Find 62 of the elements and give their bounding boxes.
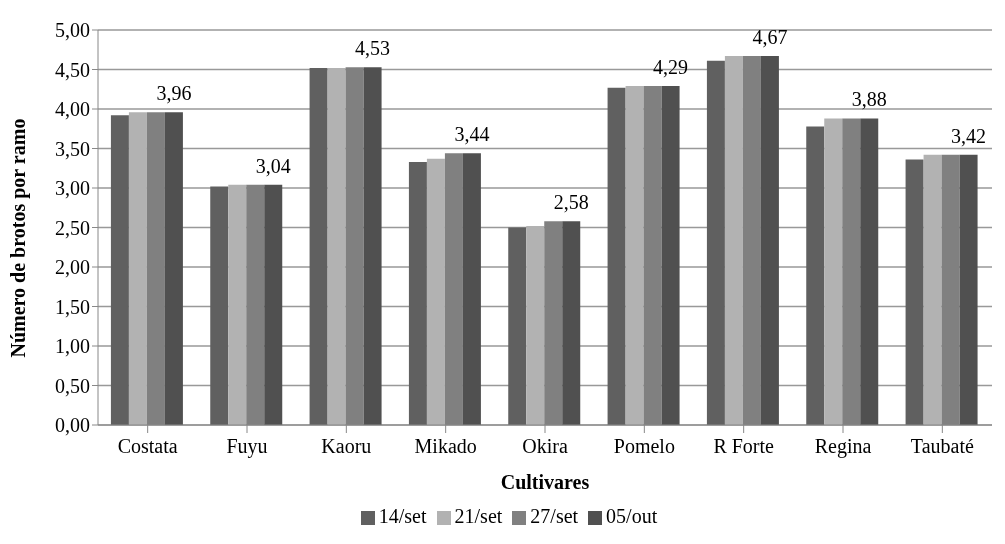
legend-label: 27/set bbox=[530, 505, 579, 527]
bar bbox=[508, 227, 527, 425]
y-tick-label: 0,50 bbox=[55, 374, 90, 397]
bar bbox=[661, 86, 680, 425]
bar bbox=[625, 86, 644, 425]
bar bbox=[824, 118, 843, 425]
x-tick-label: R Forte bbox=[713, 435, 775, 458]
bar bbox=[923, 154, 942, 425]
x-axis-title: Cultivares bbox=[500, 471, 590, 493]
y-axis-title: Número de brotos por ramo bbox=[7, 118, 31, 358]
y-tick-label: 5,00 bbox=[55, 19, 90, 42]
bar bbox=[760, 56, 779, 425]
bar bbox=[309, 67, 328, 425]
bar bbox=[706, 60, 725, 425]
y-tick-label: 2,50 bbox=[55, 216, 90, 239]
bar bbox=[526, 225, 545, 425]
legend-label: 21/set bbox=[454, 505, 503, 527]
bar bbox=[607, 87, 626, 425]
data-label: 4,67 bbox=[752, 26, 788, 49]
y-tick-label: 1,50 bbox=[55, 295, 90, 318]
bar bbox=[110, 115, 129, 425]
x-tick-label: Taubaté bbox=[910, 435, 974, 458]
bar bbox=[210, 186, 229, 425]
bar bbox=[264, 184, 283, 425]
x-tick-label: Mikado bbox=[414, 435, 477, 458]
y-tick-label: 4,50 bbox=[55, 58, 90, 81]
bar bbox=[363, 67, 382, 425]
data-label: 3,44 bbox=[454, 123, 490, 146]
x-tick-label: Fuyu bbox=[226, 435, 268, 459]
x-tick-label: Kaoru bbox=[321, 435, 372, 458]
bar bbox=[724, 56, 743, 425]
bar bbox=[462, 153, 481, 425]
x-tick-label: Regina bbox=[814, 435, 872, 459]
bar bbox=[228, 184, 247, 425]
y-tick-label: 4,00 bbox=[55, 98, 90, 121]
y-tick-label: 2,00 bbox=[55, 256, 90, 279]
bar bbox=[860, 118, 879, 425]
data-label: 2,58 bbox=[553, 191, 589, 214]
bar bbox=[327, 67, 346, 425]
bar bbox=[408, 161, 427, 425]
x-tick-label: Costata bbox=[117, 435, 178, 458]
y-tick-label: 1,00 bbox=[55, 335, 90, 358]
bar bbox=[164, 112, 183, 425]
data-label: 3,88 bbox=[851, 88, 887, 111]
y-tick-label: 0,00 bbox=[55, 414, 90, 437]
data-label: 3,42 bbox=[951, 124, 987, 147]
bar bbox=[128, 112, 147, 425]
x-tick-label: Pomelo bbox=[613, 435, 675, 458]
legend-label: 14/set bbox=[378, 505, 427, 527]
data-label: 4,29 bbox=[653, 56, 689, 79]
legend-label: 05/out bbox=[606, 505, 658, 527]
bar bbox=[426, 158, 445, 425]
x-tick-label: Okira bbox=[522, 435, 568, 458]
y-tick-label: 3,50 bbox=[55, 137, 90, 160]
data-label: 3,96 bbox=[156, 82, 192, 105]
bar bbox=[959, 154, 978, 425]
data-label: 3,04 bbox=[255, 154, 291, 177]
data-label: 4,53 bbox=[355, 37, 391, 60]
bar bbox=[562, 221, 581, 425]
y-tick-label: 3,00 bbox=[55, 177, 90, 200]
bar bbox=[905, 159, 924, 425]
bar bbox=[806, 126, 825, 425]
